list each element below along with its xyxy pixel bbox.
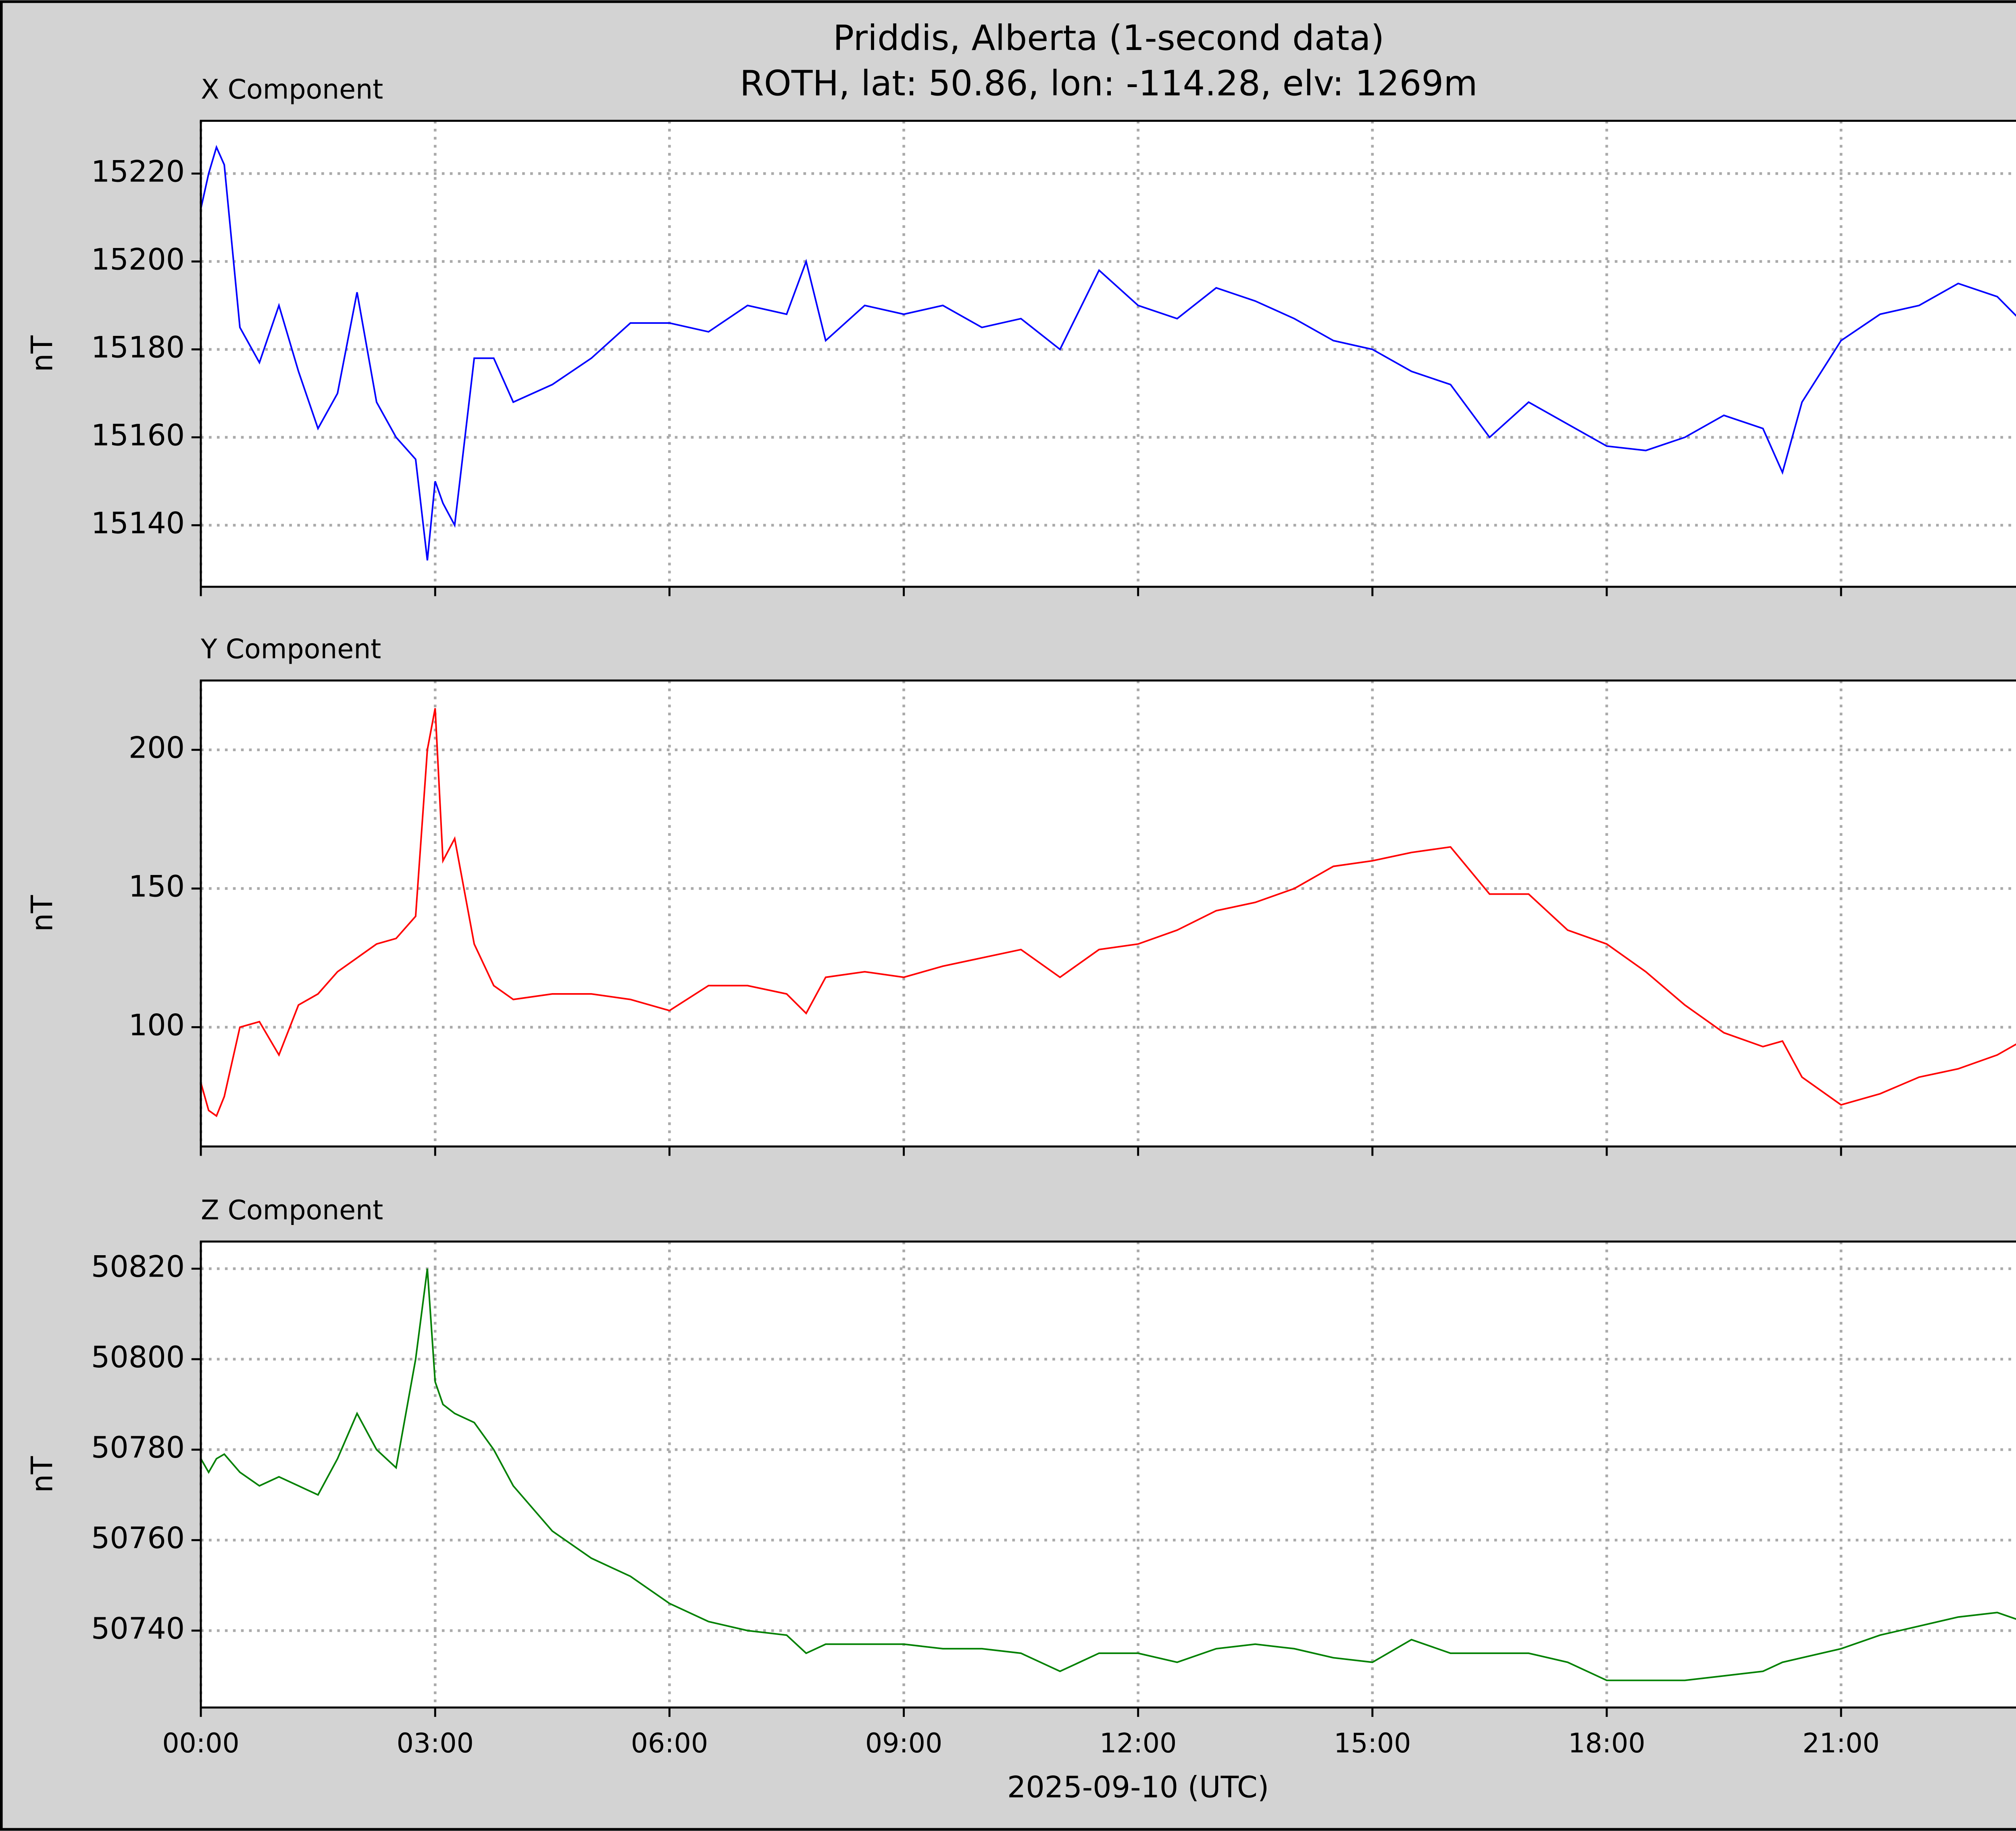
x-tick-label: 21:00 [1802,1727,1879,1759]
x-tick-label: 18:00 [1568,1727,1645,1759]
y-tick-label: 100 [129,1008,185,1043]
x-axis-label: 2025-09-10 (UTC) [1007,1770,1269,1804]
y-tick-label: 200 [129,731,185,765]
y-tick-label: 50740 [91,1612,185,1646]
x-tick-label: 12:00 [1100,1727,1177,1759]
figure-subtitle: ROTH, lat: 50.86, lon: -114.28, elv: 126… [740,64,1478,104]
x-tick-label: 03:00 [397,1727,474,1759]
y-tick-label: 15160 [91,419,185,453]
y-tick-label: 15200 [91,242,185,277]
x-tick-label: 00:00 [162,1727,239,1759]
x-tick-label: 06:00 [631,1727,708,1759]
plot-frame [200,1240,2016,1709]
plot-frame [200,120,2016,588]
y-tick-label: 150 [129,870,185,904]
figure-title: Priddis, Alberta (1-second data) [833,18,1384,58]
data-line [200,708,2016,1117]
y-tick-label: 15220 [91,154,185,189]
panel-title: Y Component [200,633,381,665]
plot-area [201,121,2016,587]
x-tick-label: 15:00 [1334,1727,1411,1759]
y-axis-label: nT [25,895,60,932]
plot-area [201,680,2016,1147]
y-tick-label: 50760 [91,1521,185,1556]
y-tick-label: 50800 [91,1340,185,1375]
x-tick-label: 09:00 [865,1727,942,1759]
plot-frame [200,679,2016,1148]
y-tick-label: 15180 [91,331,185,365]
data-line [200,1269,2016,1681]
plot-area [201,1241,2016,1708]
data-line [200,145,2016,561]
y-tick-label: 15140 [91,506,185,541]
y-axis-label: nT [25,335,60,372]
y-axis-label: nT [25,1456,60,1493]
panel-title: Z Component [201,1194,383,1226]
panel-title: X Component [201,74,383,105]
y-tick-label: 50820 [91,1250,185,1284]
y-tick-label: 50780 [91,1431,185,1465]
